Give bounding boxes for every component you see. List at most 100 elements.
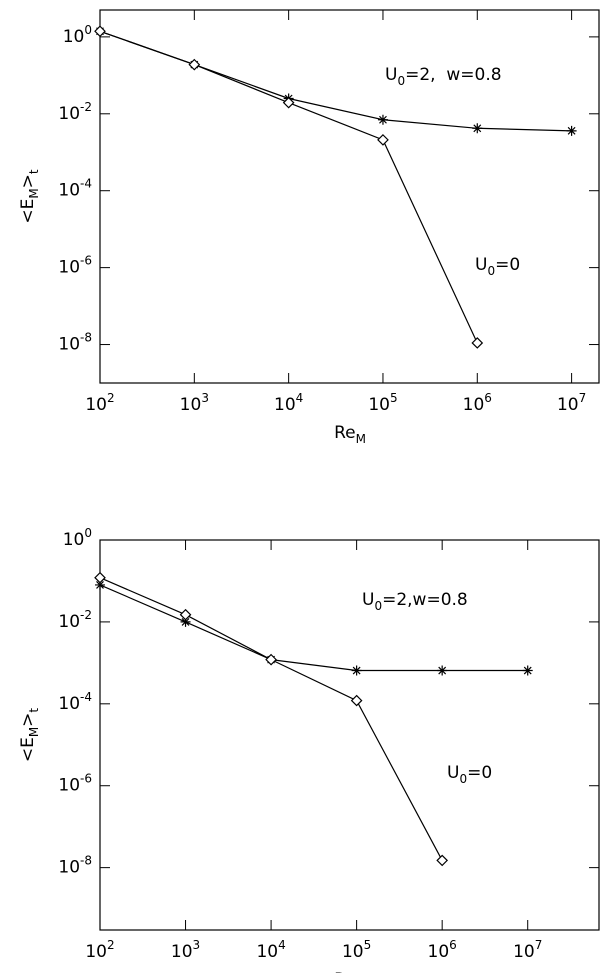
annotation-part: =2,w=0.8 (382, 590, 468, 610)
asterisk-marker (472, 123, 483, 134)
y-tick-label: 100 (63, 526, 92, 551)
y-tick-label-part: 10 (58, 612, 80, 632)
y-tick-label-part: 10 (58, 258, 80, 278)
y-axis-label-script: M (27, 727, 41, 737)
x-tick-label-script: 2 (107, 938, 115, 952)
diamond-marker (350, 694, 363, 707)
x-tick-label: 105 (368, 391, 397, 416)
annotation-part: =2, w=0.8 (405, 65, 501, 85)
diamond-marker (188, 58, 201, 71)
diamond-marker (179, 608, 192, 621)
y-tick-label-script: -8 (80, 330, 92, 344)
x-tick-label-script: 4 (278, 938, 286, 952)
annotation-script: 0 (459, 772, 467, 786)
y-tick-label-part: 10 (58, 776, 80, 796)
annotation-part: U (475, 255, 487, 275)
x-tick-label-part: 10 (180, 395, 202, 415)
y-tick-label: 10-8 (58, 330, 92, 355)
x-tick-label: 106 (463, 391, 492, 416)
x-tick-label: 107 (513, 938, 542, 963)
x-tick-label: 106 (428, 938, 457, 963)
diamond-marker (436, 854, 449, 867)
y-tick-label: 10-6 (58, 253, 92, 278)
x-tick-label-script: 6 (449, 938, 457, 952)
diamond-marker (377, 134, 389, 146)
x-tick-label: 103 (180, 391, 209, 416)
x-tick-label: 104 (256, 938, 285, 963)
y-tick-label-script: 0 (84, 22, 92, 36)
asterisk-marker (95, 579, 105, 590)
x-tick-label-script: 4 (296, 391, 304, 405)
x-tick-label-part: 10 (342, 942, 364, 962)
y-tick-label: 10-8 (58, 853, 92, 878)
y-tick-label-part: 10 (58, 858, 80, 878)
x-tick-label: 105 (342, 938, 371, 963)
y-tick-label: 10-4 (58, 689, 92, 714)
y-tick-label-part: 10 (58, 181, 80, 201)
annotation: U0=2,w=0.8 (362, 590, 468, 613)
asterisk-marker (522, 665, 533, 676)
y-tick-label-part: 10 (63, 27, 85, 47)
y-tick-label-part: 10 (58, 335, 80, 355)
y-tick-label-script: -2 (80, 99, 92, 113)
asterisk-marker (566, 125, 577, 136)
x-tick-label-part: 10 (85, 942, 107, 962)
x-tick-label-part: 10 (513, 942, 535, 962)
x-axis-label: ReM (334, 423, 366, 446)
asterisk-marker (437, 665, 448, 676)
y-tick-label: 10-2 (58, 607, 92, 632)
annotation-part: U (385, 65, 397, 85)
x-tick-label-script: 5 (390, 391, 398, 405)
annotation-part: U (362, 590, 374, 610)
x-tick-label-script: 5 (364, 938, 372, 952)
x-tick-label-part: 10 (274, 395, 296, 415)
y-tick-label: 10-6 (58, 771, 92, 796)
annotation-script: 0 (397, 74, 405, 88)
annotation-script: 0 (374, 599, 382, 613)
x-tick-label: 102 (85, 938, 114, 963)
x-tick-label-script: 3 (201, 391, 209, 405)
asterisk-marker (351, 665, 362, 676)
series-line (99, 577, 443, 861)
y-tick-label-part: 10 (63, 530, 85, 550)
y-tick-label-script: -8 (80, 853, 92, 867)
annotation-part: U (447, 763, 459, 783)
x-tick-label: 103 (171, 938, 200, 963)
x-tick-label-script: 6 (484, 391, 492, 405)
y-axis-label-part: <E (18, 737, 38, 762)
y-tick-label-script: -6 (80, 253, 92, 267)
diamond-marker (265, 653, 277, 666)
y-tick-label-script: -4 (80, 689, 92, 703)
annotation-part: =0 (495, 255, 520, 275)
y-tick-label-script: -2 (80, 607, 92, 621)
y-tick-label: 100 (63, 22, 92, 47)
x-tick-label-part: 10 (463, 395, 485, 415)
y-tick-label-script: -4 (80, 176, 92, 190)
y-axis-label-part: > (18, 713, 38, 727)
y-axis-label-part: <E (18, 199, 38, 224)
diamond-marker (94, 25, 106, 38)
y-tick-label-script: -6 (80, 771, 92, 785)
y-axis-label-script: M (27, 188, 41, 198)
y-tick-label-part: 10 (58, 694, 80, 714)
y-tick-label-part: 10 (58, 104, 80, 124)
x-tick-label-part: 10 (428, 942, 450, 962)
y-tick-label: 10-2 (58, 99, 92, 124)
annotation: U0=2, w=0.8 (385, 65, 502, 88)
annotation: U0=0 (475, 255, 520, 278)
x-axis-label: ReM (334, 970, 366, 973)
x-axis-label-script: M (356, 432, 366, 446)
asterisk-marker (377, 114, 388, 125)
x-tick-label: 107 (557, 391, 586, 416)
x-tick-label-part: 10 (368, 395, 390, 415)
series-line (99, 584, 528, 672)
plot-frame (99, 539, 600, 931)
y-axis-label: <EM>t (18, 169, 41, 224)
x-tick-label: 102 (85, 391, 114, 416)
y-tick-label: 10-4 (58, 176, 92, 201)
y-axis-label-part: > (18, 174, 38, 188)
diamond-marker (282, 96, 295, 109)
x-tick-label-part: 10 (557, 395, 579, 415)
diamond-marker (471, 337, 484, 349)
